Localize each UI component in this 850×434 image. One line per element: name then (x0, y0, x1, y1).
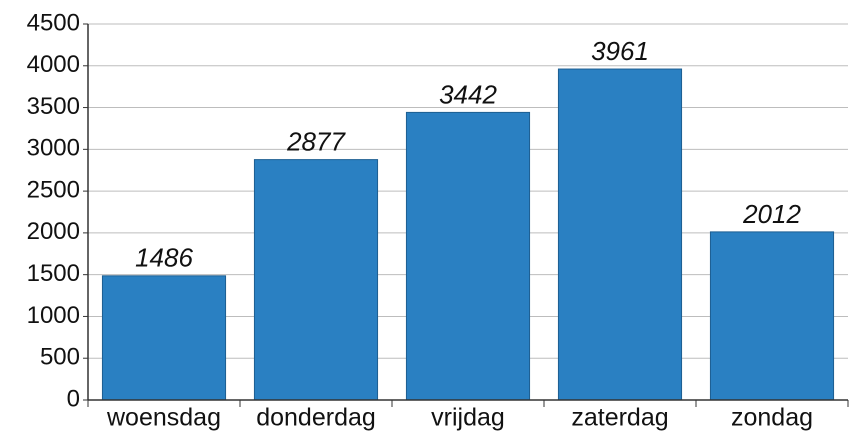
y-tick-label: 4000 (27, 51, 80, 78)
bar (101, 275, 227, 401)
bar (405, 111, 531, 401)
y-tick-label: 500 (40, 344, 80, 371)
y-tick-label: 2500 (27, 176, 80, 203)
data-label: 3442 (439, 79, 497, 109)
bar (253, 159, 379, 401)
x-tick-label: zaterdag (571, 404, 668, 432)
data-label: 2012 (742, 199, 801, 229)
y-tick-label: 3500 (27, 93, 80, 120)
y-tick-label: 3000 (27, 135, 80, 162)
data-label: 1486 (135, 243, 193, 273)
y-tick-label: 2000 (27, 218, 80, 245)
y-tick-label: 1000 (27, 302, 80, 329)
x-tick-label: donderdag (256, 404, 376, 432)
y-tick-label: 0 (67, 385, 80, 412)
bar (557, 68, 683, 401)
data-label: 2877 (286, 126, 346, 156)
y-tick-label: 1500 (27, 260, 80, 287)
bar (709, 231, 835, 401)
x-tick-label: zondag (731, 404, 813, 432)
y-tick-label: 4500 (27, 9, 80, 36)
data-label: 3961 (591, 36, 649, 66)
x-tick-label: woensdag (106, 404, 221, 432)
x-tick-label: vrijdag (431, 404, 505, 432)
